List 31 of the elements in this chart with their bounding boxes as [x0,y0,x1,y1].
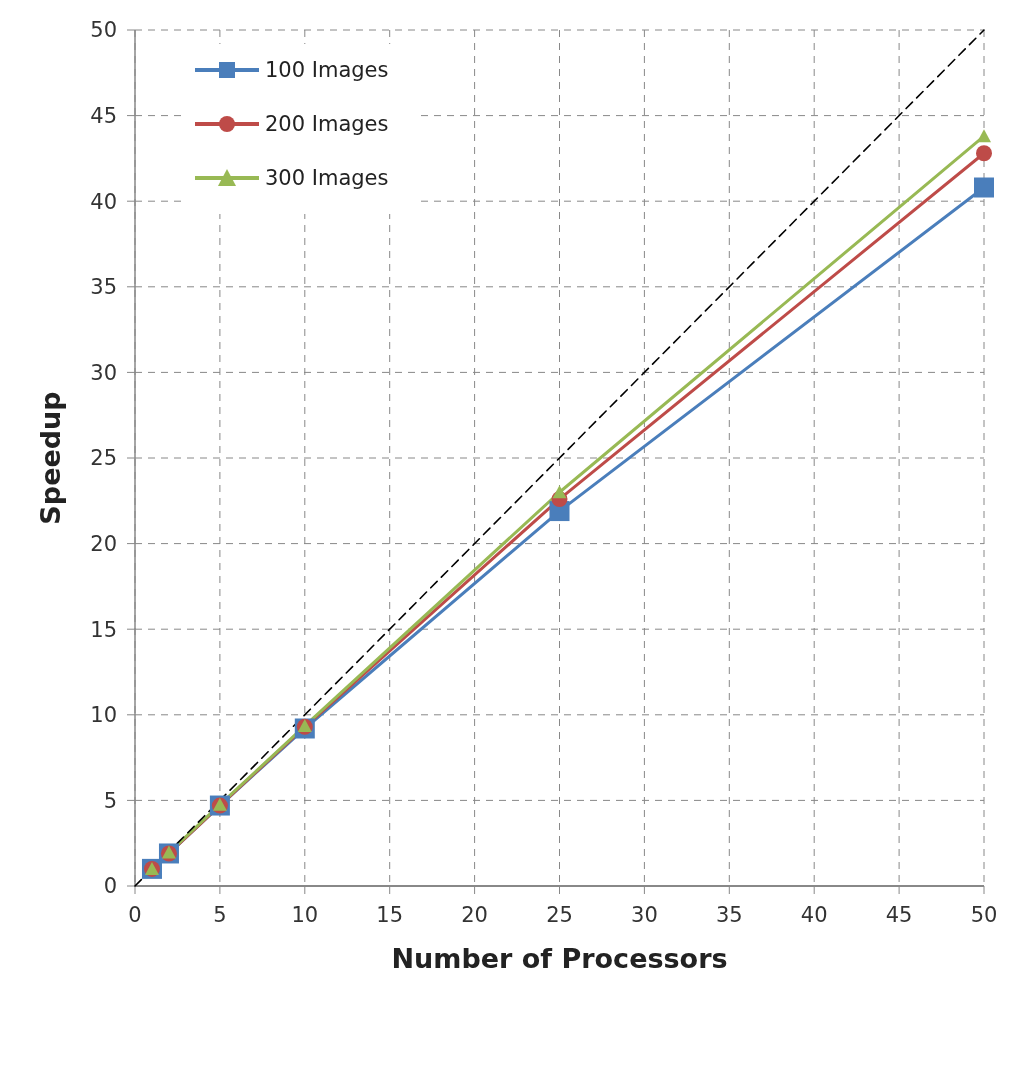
point [974,177,994,198]
y-axis-title: Speedup [35,391,66,525]
y-tick-label: 5 [103,788,117,813]
x-tick-label: 15 [376,903,404,927]
x-tick-label: 45 [885,903,913,927]
x-tick-label: 20 [461,903,488,927]
y-tick-label: 0 [103,874,117,899]
y-tick-label: 25 [90,446,117,471]
x-tick-label: 40 [800,903,828,927]
y-tick-label: 15 [90,617,117,642]
legend-label: 100 Images [265,58,389,83]
y-tick-label: 30 [90,360,117,385]
point [552,485,567,499]
legend-label: 200 Images [265,112,389,137]
x-axis-title: Number of Processors [391,943,728,974]
x-tick-label: 30 [631,903,658,927]
y-tick-label: 20 [90,531,117,556]
y-tick-label: 40 [90,189,117,214]
point [977,129,991,143]
x-tick-label: 25 [546,903,573,927]
x-tick-label: 5 [213,903,227,927]
legend-label: 300 Images [265,166,389,191]
y-tick-label: 10 [90,703,117,728]
point [976,145,992,162]
x-tick-label: 50 [970,903,998,927]
x-tick-label: 35 [715,903,743,927]
y-tick-label: 35 [90,275,117,300]
x-tick-label: 0 [128,903,142,927]
y-tick-label: 45 [90,103,117,128]
x-tick-label: 10 [291,903,319,927]
y-tick-label: 50 [90,18,117,43]
